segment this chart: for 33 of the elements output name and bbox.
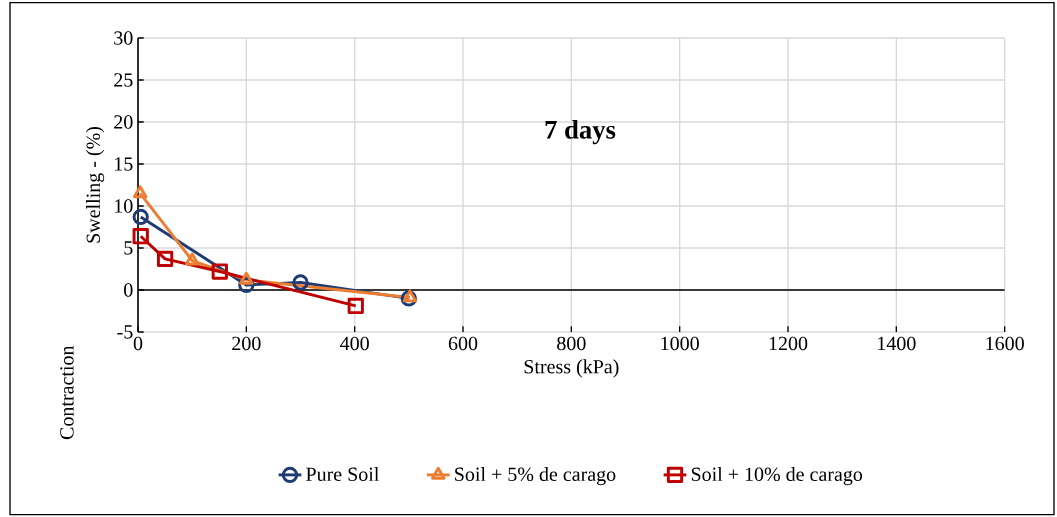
y-tick-label: 25 xyxy=(114,73,133,87)
point xyxy=(347,297,364,315)
y-tick-label: 15 xyxy=(115,157,133,171)
legend-label: Pure Soil xyxy=(306,466,379,482)
annotation: 7 days xyxy=(545,119,616,145)
y-tick-label: 0 xyxy=(124,283,133,297)
y-tick-label: 20 xyxy=(114,115,133,129)
point xyxy=(184,252,200,266)
legend-label: Soil + 10% de carago xyxy=(691,466,863,486)
x-tick-label: 1200 xyxy=(769,336,808,351)
point xyxy=(132,228,149,245)
x-tick-label: 1400 xyxy=(878,336,916,351)
x-axis-title: Stress (kPa) xyxy=(524,359,619,378)
x-tick-label: 200 xyxy=(232,336,261,351)
y-tick-label: 30 xyxy=(114,31,133,45)
x-tick-label: 600 xyxy=(448,336,478,351)
x-tick-label: 1000 xyxy=(661,336,699,351)
y-tick-label: 10 xyxy=(115,199,133,213)
point xyxy=(132,208,149,226)
y-axis-title: Swelling - (%) xyxy=(85,127,105,243)
x-tick-label: 800 xyxy=(557,336,586,351)
x-tick-label: 400 xyxy=(340,336,369,351)
point xyxy=(211,263,228,280)
point xyxy=(402,289,418,303)
point xyxy=(239,271,254,285)
point xyxy=(292,274,309,291)
legend-label: Soil + 5% de carago xyxy=(455,466,616,486)
y-tick-label: 5 xyxy=(124,241,133,255)
y-tick-label: -5 xyxy=(117,325,133,339)
text: Contraction xyxy=(60,345,74,440)
point xyxy=(132,185,148,199)
point xyxy=(156,250,174,268)
x-tick-label: 1600 xyxy=(986,336,1024,351)
